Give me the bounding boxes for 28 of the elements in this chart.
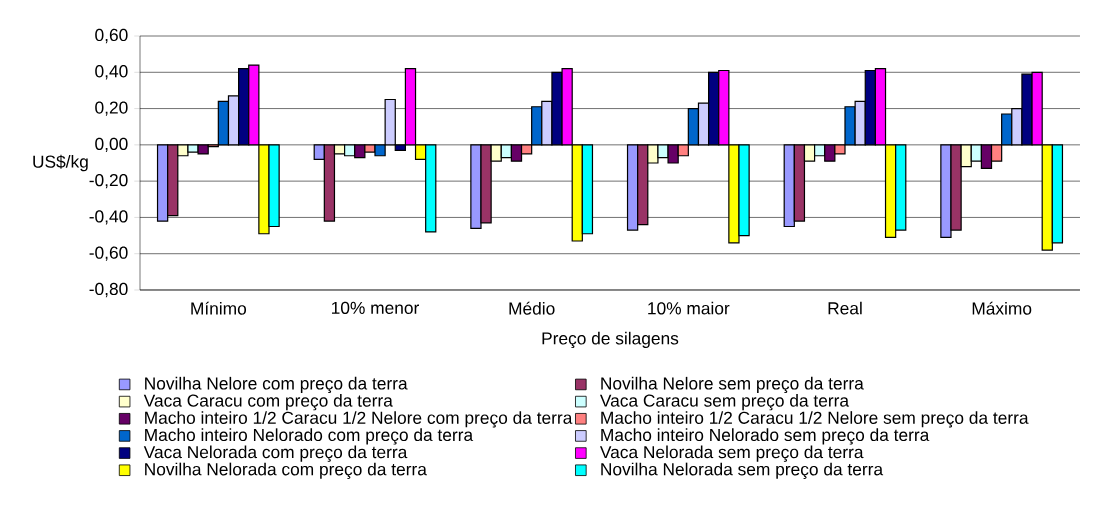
legend-label: Novilha Nelore sem preço da terra: [601, 376, 864, 394]
y-tick-label: -0,60: [89, 246, 128, 261]
legend-label: Vaca Caracu com preço da terra: [143, 394, 393, 411]
y-tick-label: 0,40: [95, 65, 128, 80]
legend-label: Vaca Nelorada com preço da terra: [143, 445, 408, 462]
x-tick-label: 10% menor: [332, 301, 419, 314]
y-tick-label: -0,80: [89, 282, 128, 298]
x-tick-label: Real: [828, 301, 862, 315]
x-tick-label: Mínimo: [191, 301, 247, 315]
legend-label: Macho inteiro Nelorado sem preço da terra: [601, 428, 930, 445]
legend-label: Vaca Caracu sem preço da terra: [599, 394, 850, 411]
y-tick-label: 0,20: [95, 101, 128, 116]
y-tick-label: -0,40: [89, 210, 128, 225]
legend-label: Novilha Nelorada sem preço da terra: [601, 462, 884, 479]
legend-label: Novilha Nelorada com preço da terra: [145, 462, 427, 479]
x-tick-label: 10% maior: [648, 301, 730, 315]
y-tick-label: 0,60: [95, 28, 128, 44]
x-axis-title: Preço de silagens: [542, 331, 679, 349]
legend-label: Vaca Nelorada sem preço da terra: [599, 445, 864, 462]
y-axis-title: US$/kg: [33, 154, 88, 172]
y-tick-label: -0,20: [89, 173, 128, 189]
legend-label: Macho inteiro 1/2 Caracu 1/2 Nelore sem preço da terra: [601, 411, 1029, 428]
legend-label: Macho inteiro 1/2 Caracu 1/2 Nelore com preço da terra: [145, 411, 573, 428]
y-tick-label: 0,00: [95, 137, 128, 153]
legend-label: Macho inteiro Nelorado com preço da terra: [145, 428, 474, 445]
legend-label: Novilha Nelore com preço da terra: [145, 376, 408, 394]
x-tick-label: Máximo: [972, 301, 1032, 315]
x-tick-label: Médio: [509, 301, 555, 315]
